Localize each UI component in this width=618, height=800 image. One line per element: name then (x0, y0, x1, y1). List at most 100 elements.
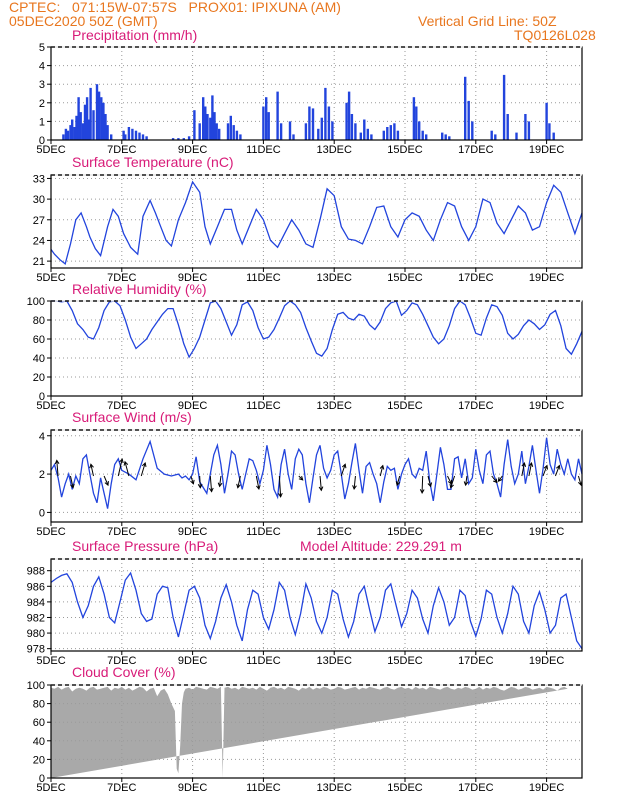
precip-bar (124, 134, 127, 140)
model-altitude-label: Model Altitude: 229.291 m (300, 538, 462, 554)
y-tick-label: 20 (33, 754, 45, 766)
y-tick-label: 40 (33, 353, 45, 365)
precip-bar (127, 127, 131, 140)
wind-arrow-shaft (528, 462, 532, 477)
wind-arrow (340, 463, 347, 477)
precip-bar (73, 127, 76, 140)
wind-arrow (542, 464, 548, 477)
panel-4: Surface Wind (m/s) 0 2 4 5DEC 7DEC 9DEC 11DEC 13… (36, 409, 583, 538)
x-tick-label: 13DEC (316, 526, 352, 538)
x-tick-label: 9DEC (178, 144, 207, 156)
y-tick-label: 21 (33, 256, 45, 268)
wind-arrow-head (395, 481, 401, 487)
y-tick-label: 978 (27, 644, 45, 656)
precip-bar (393, 123, 396, 140)
x-tick-label: 9DEC (178, 655, 207, 667)
y-tick-label: 33 (33, 173, 45, 185)
x-tick-label: 5DEC (36, 655, 65, 667)
header-vertical-grid-note: Vertical Grid Line: 50Z (418, 13, 557, 29)
wind-arrow-shaft (450, 475, 456, 488)
x-tick-label: 17DEC (458, 526, 494, 538)
y-tick-label: 100 (27, 296, 45, 308)
wind-arrow (217, 475, 223, 488)
series-line (51, 300, 583, 359)
precip-bar (320, 117, 323, 140)
wind-arrow-shaft (209, 475, 213, 492)
precip-bar (187, 136, 191, 140)
x-tick-label: 11DEC (246, 526, 281, 538)
wind-arrow (69, 475, 75, 489)
wind-arrow-head (419, 489, 425, 494)
y-tick-label: 5 (39, 42, 45, 54)
wind-arrow (577, 475, 583, 487)
precip-bar (81, 123, 85, 140)
precip-bar (308, 106, 311, 140)
wind-arrow-head (379, 464, 385, 470)
wind-arrow-head (318, 486, 324, 492)
wind-arrow-head (427, 482, 433, 488)
wind-arrow-head (236, 483, 241, 489)
precip-bar (441, 132, 444, 140)
y-tick-label: 1 (39, 116, 45, 128)
x-tick-label: 19DEC (529, 782, 565, 794)
wind-arrow-head (341, 463, 347, 469)
x-tick-label: 5DEC (36, 526, 65, 538)
x-tick-label: 17DEC (458, 144, 494, 156)
wind-arrow-head (197, 483, 203, 489)
y-tick-label: 984 (27, 597, 45, 609)
precip-bar (279, 123, 283, 140)
precip-bar (215, 123, 218, 140)
y-tick-label: 986 (27, 581, 45, 593)
precip-bar (412, 97, 416, 140)
wind-arrow-head (89, 463, 94, 469)
precip-bar (292, 134, 295, 140)
wind-arrow-shaft (379, 465, 384, 477)
wind-arrow (528, 461, 534, 477)
panel-title: Surface Pressure (hPa) (72, 538, 218, 554)
wind-arrow-head (497, 477, 503, 483)
precip-bar (490, 130, 493, 140)
wind-arrow (190, 475, 195, 485)
wind-arrow-shaft (278, 475, 282, 497)
x-tick-label: 11DEC (246, 144, 281, 156)
wind-arrow-head (141, 462, 147, 468)
y-tick-label: 100 (27, 680, 45, 692)
x-tick-label: 19DEC (529, 526, 565, 538)
precip-bar (69, 125, 72, 140)
wind-arrow-shaft (190, 475, 194, 484)
wind-arrow (497, 475, 503, 483)
precip-bar (100, 97, 103, 140)
x-tick-label: 7DEC (107, 526, 136, 538)
series-line (50, 180, 583, 266)
precip-bar (171, 138, 175, 140)
precip-bar (89, 87, 92, 140)
precip-bar (359, 132, 362, 140)
x-tick-label: 9DEC (178, 272, 207, 284)
precip-bar (79, 112, 82, 140)
y-tick-label: 4 (39, 431, 45, 443)
precip-bar (502, 74, 506, 140)
panel-title: Cloud Cover (%) (72, 664, 175, 680)
precip-bar (545, 102, 548, 140)
precip-bar (471, 121, 474, 140)
y-tick-label: 20 (33, 372, 45, 384)
precip-bar (134, 130, 138, 140)
wind-arrow-shaft (465, 475, 468, 486)
precip-bar (363, 119, 366, 140)
x-tick-label: 15DEC (387, 782, 423, 794)
x-tick-label: 15DEC (387, 655, 423, 667)
wind-arrow-shaft (427, 475, 432, 487)
wind-arrow-shaft (396, 475, 401, 486)
wind-arrow (54, 459, 60, 477)
x-tick-label: 9DEC (178, 400, 207, 412)
wind-arrow-shaft (353, 475, 356, 490)
precip-bar (198, 123, 201, 140)
x-tick-label: 11DEC (246, 782, 281, 794)
x-tick-label: 5DEC (36, 144, 65, 156)
precip-bar (110, 134, 113, 140)
wind-arrow-head (54, 459, 60, 465)
y-tick-label: 27 (33, 215, 45, 227)
x-tick-label: 5DEC (36, 272, 65, 284)
wind-arrow-head (528, 461, 534, 467)
precip-bar (464, 76, 467, 140)
